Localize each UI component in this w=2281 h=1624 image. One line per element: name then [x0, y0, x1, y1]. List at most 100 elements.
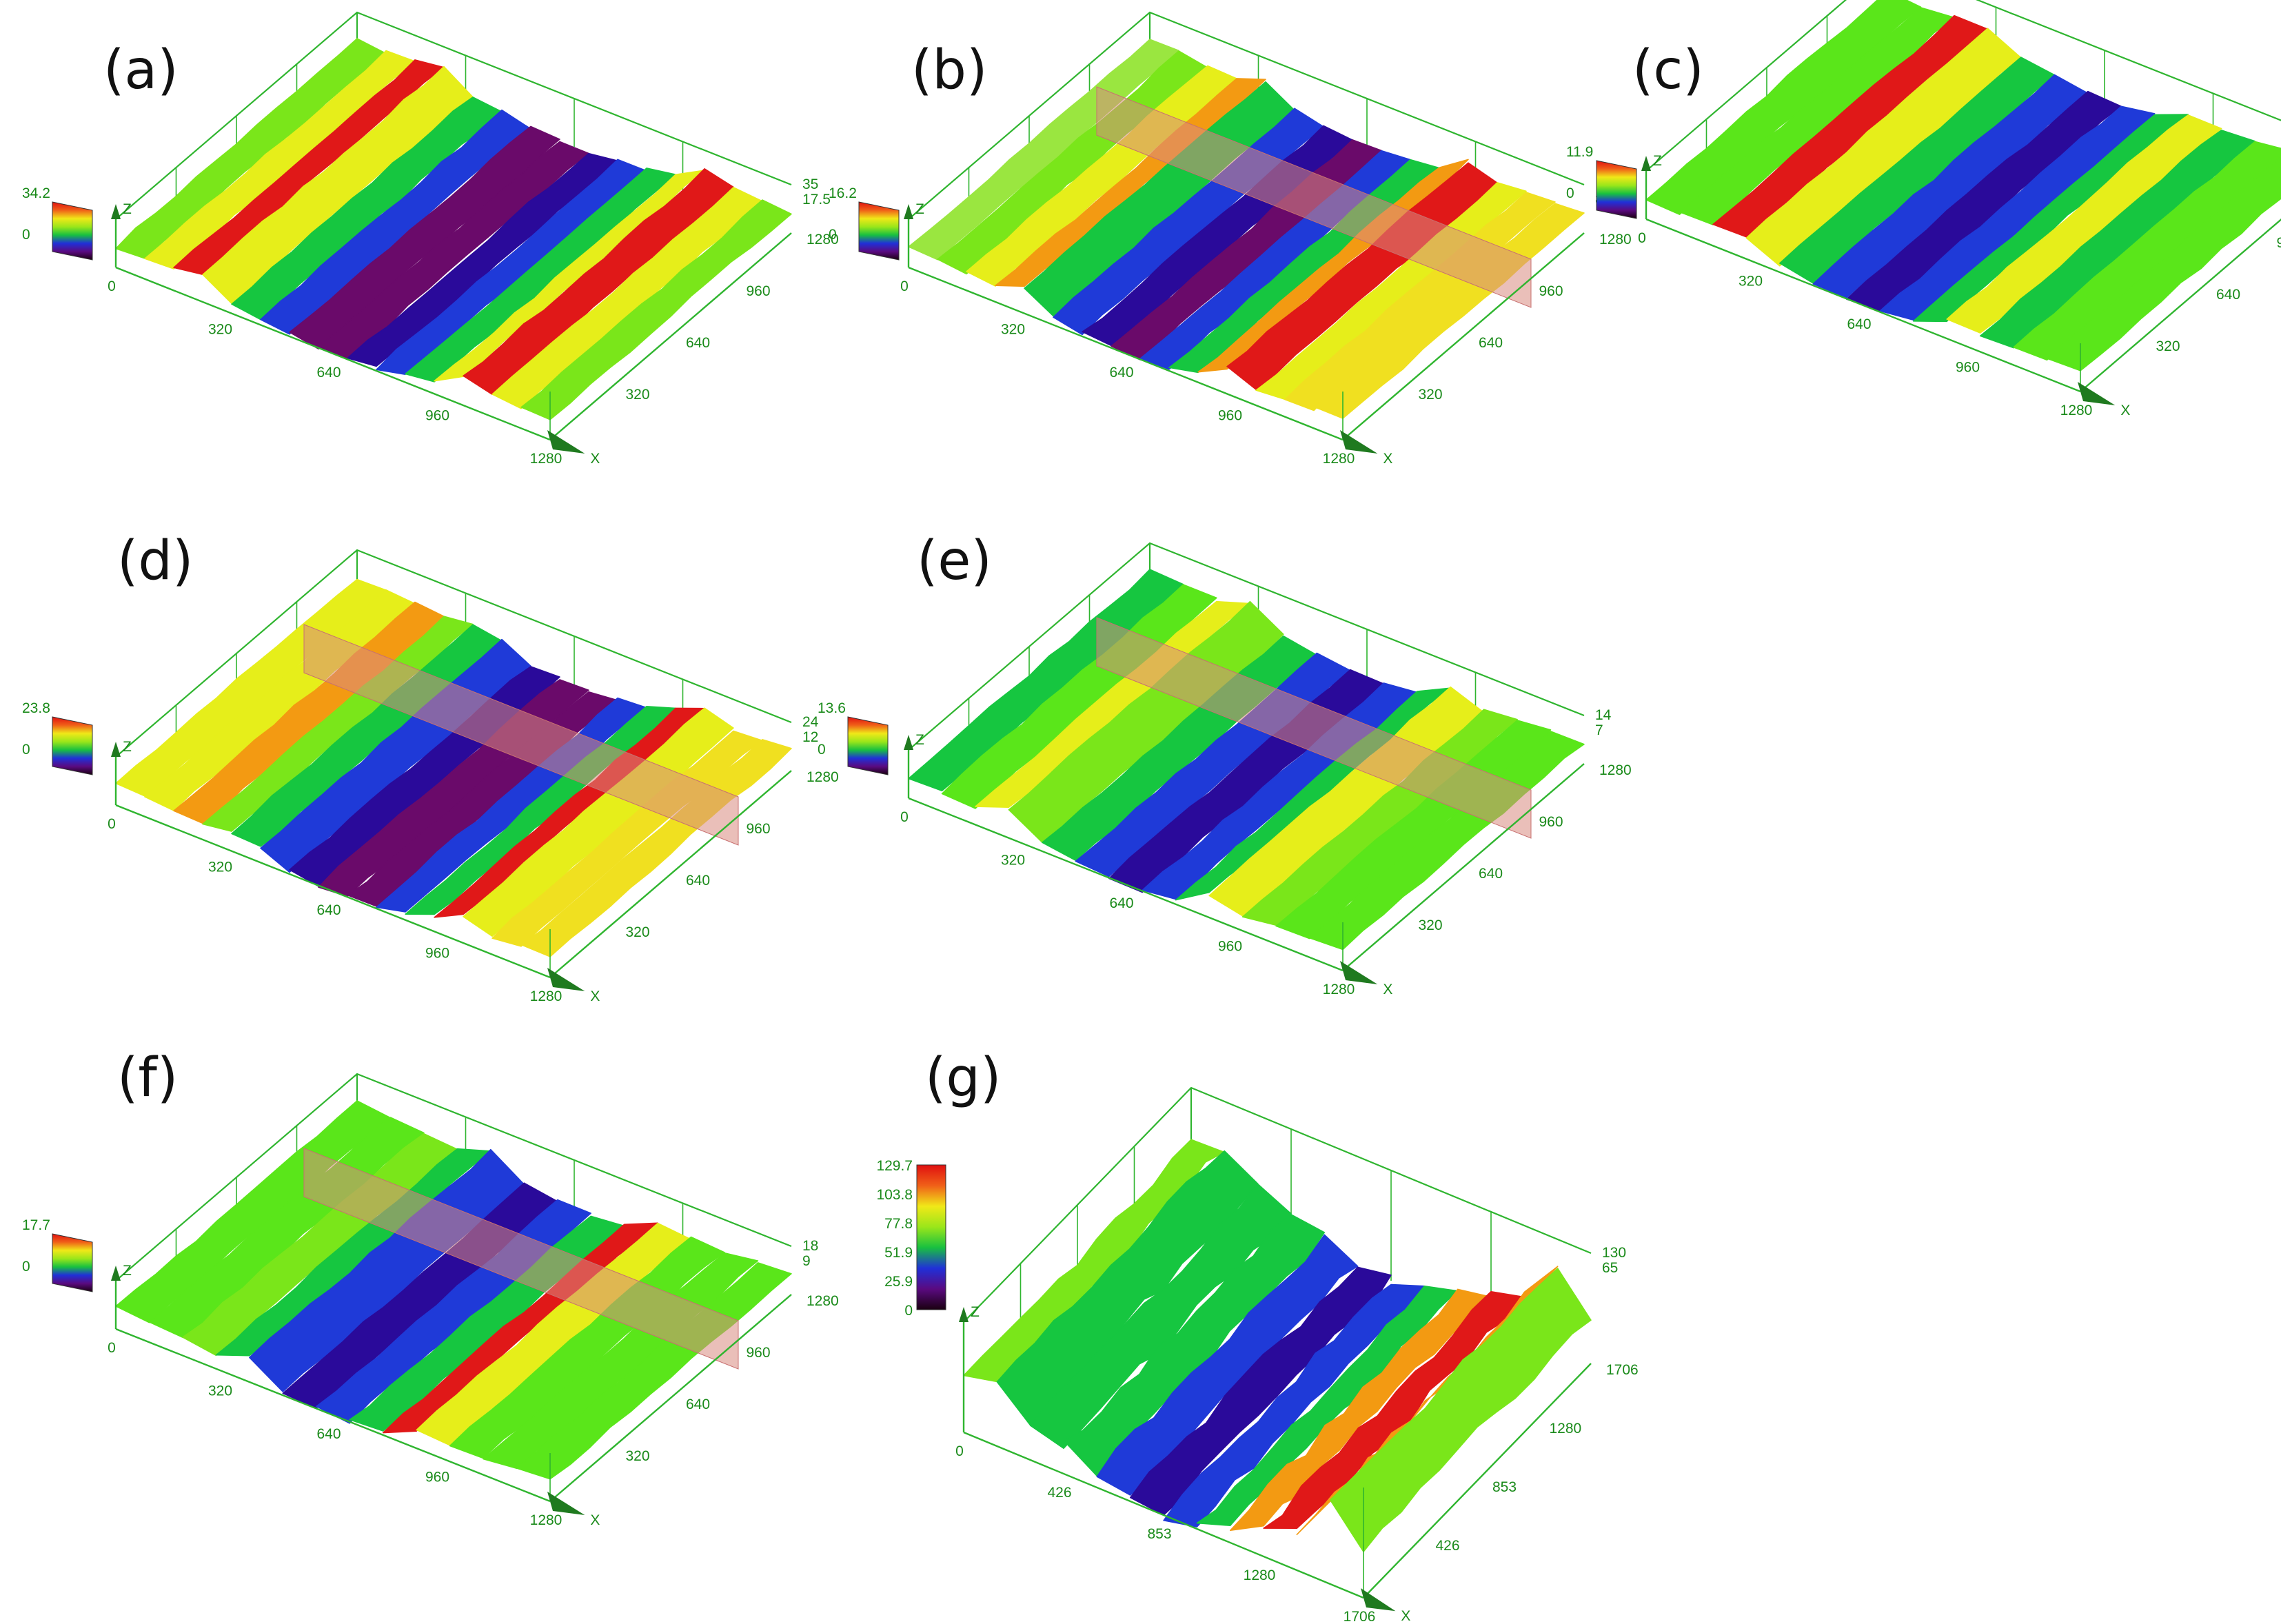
y-tick-label: 1280: [1599, 762, 1632, 778]
x-tick-label: 640: [316, 365, 341, 380]
z-axis-arrow: [1641, 156, 1651, 171]
x-tick-label: 960: [1218, 408, 1242, 424]
colorbar: [52, 201, 93, 261]
colorbar: [1596, 160, 1637, 219]
y-tick-label: 960: [2277, 235, 2281, 251]
panel-label: (f): [117, 1047, 178, 1109]
x-tick-label: 1706: [1344, 1609, 1376, 1624]
x-tick-label: 0: [900, 278, 909, 294]
y-tick-label: 426: [1436, 1538, 1460, 1554]
x-tick-label: 320: [208, 1383, 232, 1399]
y-tick-label: 960: [747, 1345, 771, 1361]
z-axis-name: Z: [123, 201, 132, 217]
surface-band: [2013, 141, 2281, 361]
z-axis-name: Z: [123, 1263, 132, 1279]
x-tick-label: 960: [1218, 939, 1242, 955]
x-tick-label: 1280: [2060, 403, 2093, 418]
y-tick-label: 640: [686, 873, 710, 889]
y-axis-line: [2080, 218, 2281, 392]
x-tick-label: 640: [316, 902, 341, 918]
x-axis-line: [963, 1431, 1364, 1599]
surface-band: [520, 199, 792, 420]
x-axis-line: [908, 797, 1344, 972]
x-axis-name: X: [1383, 982, 1392, 997]
x-axis-line: [115, 266, 551, 441]
y-tick-label: 1280: [1550, 1421, 1582, 1437]
x-tick-label: 640: [1109, 895, 1133, 911]
colorbar-min: 0: [829, 227, 837, 243]
y-tick-label: 320: [1419, 387, 1443, 403]
panel-e: X Z 0 320 640 960 1280 1280 960 640 320 147 13.6 0 (e): [818, 530, 1632, 997]
x-tick-label: 1280: [1323, 982, 1355, 997]
x-tick-label: 426: [1047, 1485, 1071, 1501]
x-tick-label: 640: [316, 1426, 341, 1442]
x-axis-arrow: [547, 968, 585, 991]
colorbar-max: 23.8: [22, 700, 50, 716]
y-axis-line: [1342, 763, 1585, 971]
x-axis-line: [115, 804, 551, 979]
z-axis-name: Z: [1653, 153, 1662, 169]
surface-band: [1063, 1214, 1326, 1476]
section-plane: [303, 1148, 739, 1370]
colorbar-min: 0: [22, 742, 30, 758]
x-tick-label: 320: [1001, 853, 1025, 869]
surface-band: [1029, 1183, 1292, 1449]
z-tick-label: 130: [1602, 1245, 1626, 1261]
y-tick-label: 640: [1479, 866, 1503, 882]
z-tick-label: 9: [802, 1253, 811, 1269]
z-axis-name: Z: [915, 732, 924, 748]
x-axis-line: [115, 1328, 551, 1503]
panel-label: (b): [911, 39, 987, 101]
x-axis-arrow: [1340, 430, 1378, 454]
y-tick-label: 1280: [807, 1293, 839, 1309]
z-axis-arrow: [111, 742, 121, 757]
colorbar-tick: 0: [904, 1303, 913, 1319]
panel-label: (a): [103, 39, 179, 101]
y-axis-line: [549, 1294, 792, 1502]
y-tick-label: 640: [1479, 335, 1503, 351]
x-tick-label: 640: [1847, 316, 1871, 332]
x-tick-label: 320: [208, 860, 232, 875]
x-axis-name: X: [1383, 451, 1392, 467]
x-tick-label: 0: [108, 816, 116, 832]
y-tick-label: 960: [747, 283, 771, 299]
z-axis-arrow: [904, 204, 913, 219]
x-tick-label: 1280: [1244, 1567, 1276, 1583]
y-tick-label: 960: [747, 821, 771, 837]
y-tick-label: 320: [626, 924, 650, 940]
colorbar-min: 0: [22, 1259, 30, 1275]
z-axis-arrow: [904, 735, 913, 750]
z-tick-label: 14: [1595, 707, 1612, 723]
y-tick-label: 640: [686, 335, 710, 351]
y-axis-line: [1363, 1363, 1592, 1598]
colorbar: [858, 201, 900, 261]
y-tick-label: 960: [1539, 283, 1563, 299]
z-tick-label: 17.5: [802, 192, 831, 207]
x-tick-label: 320: [1738, 274, 1763, 290]
y-tick-label: 1280: [807, 232, 839, 247]
panel-label: (e): [917, 530, 992, 592]
z-tick-label: 12: [802, 729, 818, 745]
colorbar: [916, 1164, 946, 1310]
x-axis-arrow: [1340, 961, 1378, 984]
panel-f: X Z 0 320 640 960 1280 1280 960 640 320 189 17.7 0 (f): [22, 1047, 839, 1528]
x-tick-label: 1280: [530, 451, 562, 467]
y-tick-label: 320: [1419, 917, 1443, 933]
z-axis-arrow: [111, 204, 121, 219]
z-axis-arrow: [111, 1266, 121, 1281]
surface-band: [1096, 1234, 1359, 1496]
colorbar-tick: 129.7: [876, 1158, 913, 1174]
panel-label: (d): [117, 530, 193, 592]
colorbar-max: 34.2: [22, 185, 50, 201]
colorbar-max: 13.6: [818, 700, 846, 716]
box-top-back: [1645, 0, 2281, 172]
y-tick-label: 1280: [807, 769, 839, 785]
section-plane: [1096, 617, 1532, 839]
x-tick-label: 0: [900, 809, 909, 825]
colorbar-max: 16.2: [829, 185, 857, 201]
x-axis-name: X: [590, 988, 600, 1004]
x-tick-label: 1280: [530, 988, 562, 1004]
